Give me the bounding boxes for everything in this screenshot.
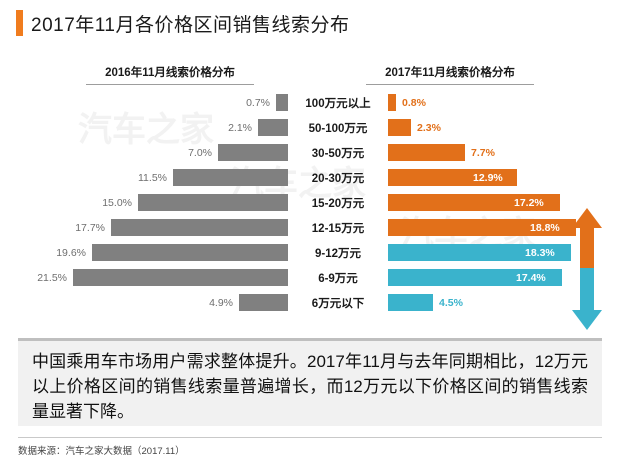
row-right: 0.8%: [384, 94, 620, 111]
left-bar: [218, 144, 288, 161]
right-bar: [388, 144, 465, 161]
right-value-label: 18.8%: [530, 221, 560, 234]
down-arrow-icon: [572, 268, 602, 330]
table-row: 17.7% 12-15万元 18.8%: [0, 215, 620, 240]
left-value-label: 15.0%: [102, 196, 132, 209]
row-left: 21.5%: [0, 269, 292, 286]
table-row: 19.6% 9-12万元 18.3%: [0, 240, 620, 265]
right-bar: [388, 219, 576, 236]
category-label: 9-12万元: [314, 247, 362, 260]
chart-area: 汽车之家 汽车之家 汽车之家 2016年11月线索价格分布 2017年11月线索…: [0, 46, 620, 336]
summary-text: 中国乘用车市场用户需求整体提升。2017年11月与去年同期相比，12万元以上价格…: [32, 352, 588, 421]
table-row: 7.0% 30-50万元 7.7%: [0, 140, 620, 165]
source-note: 数据来源：汽车之家大数据（2017.11）: [18, 437, 602, 457]
category-label: 50-100万元: [308, 122, 368, 135]
left-value-label: 11.5%: [138, 171, 167, 184]
left-value-label: 19.6%: [56, 246, 86, 259]
category-label: 20-30万元: [311, 172, 365, 185]
right-value-label: 2.3%: [417, 121, 441, 134]
right-value-label: 18.3%: [525, 246, 555, 259]
table-row: 15.0% 15-20万元 17.2%: [0, 190, 620, 215]
right-bar: [388, 94, 396, 111]
table-row: 0.7% 100万元以上 0.8%: [0, 90, 620, 115]
row-left: 19.6%: [0, 244, 292, 261]
row-left: 0.7%: [0, 94, 292, 111]
left-value-label: 7.0%: [188, 146, 212, 159]
category-label: 100万元以上: [305, 97, 371, 110]
left-bar: [92, 244, 288, 261]
right-bar: [388, 269, 562, 286]
column-header-left: 2016年11月线索价格分布: [86, 64, 254, 85]
left-bar: [73, 269, 288, 286]
row-right: 4.5%: [384, 294, 620, 311]
left-value-label: 4.9%: [209, 296, 233, 309]
row-right: 18.3%: [384, 244, 620, 261]
title-bar: 2017年11月各价格区间销售线索分布: [0, 0, 620, 46]
right-value-label: 12.9%: [473, 171, 503, 184]
summary-panel: 中国乘用车市场用户需求整体提升。2017年11月与去年同期相比，12万元以上价格…: [18, 338, 602, 426]
table-row: 21.5% 6-9万元 17.4%: [0, 265, 620, 290]
row-left: 17.7%: [0, 219, 292, 236]
row-left: 4.9%: [0, 294, 292, 311]
title-accent-bar: [16, 10, 23, 36]
up-arrow-icon: [572, 208, 602, 270]
right-bar: [388, 294, 433, 311]
left-value-label: 21.5%: [37, 271, 67, 284]
row-left: 11.5%: [0, 169, 292, 186]
row-right: 2.3%: [384, 119, 620, 136]
table-row: 11.5% 20-30万元 12.9%: [0, 165, 620, 190]
table-row: 4.9% 6万元以下 4.5%: [0, 290, 620, 315]
column-header-right: 2017年11月线索价格分布: [366, 64, 534, 85]
left-bar: [111, 219, 288, 236]
left-bar: [258, 119, 288, 136]
chart-rows: 0.7% 100万元以上 0.8% 2.1% 50-100万元 2.3%: [0, 90, 620, 315]
left-value-label: 17.7%: [75, 221, 105, 234]
left-value-label: 2.1%: [228, 121, 252, 134]
right-bar: [388, 244, 571, 261]
left-bar: [173, 169, 288, 186]
table-row: 2.1% 50-100万元 2.3%: [0, 115, 620, 140]
right-value-label: 0.8%: [402, 96, 426, 109]
row-right: 17.4%: [384, 269, 620, 286]
row-right: 12.9%: [384, 169, 620, 186]
category-label: 6万元以下: [311, 297, 365, 310]
category-label: 6-9万元: [318, 272, 358, 285]
category-label: 15-20万元: [311, 197, 365, 210]
category-label: 30-50万元: [311, 147, 365, 160]
left-bar: [138, 194, 288, 211]
row-left: 7.0%: [0, 144, 292, 161]
row-right: 18.8%: [384, 219, 620, 236]
right-value-label: 7.7%: [471, 146, 495, 159]
left-bar: [239, 294, 288, 311]
right-value-label: 17.2%: [514, 196, 544, 209]
page-title: 2017年11月各价格区间销售线索分布: [31, 14, 350, 36]
right-value-label: 4.5%: [439, 296, 463, 309]
category-label: 12-15万元: [311, 222, 365, 235]
left-value-label: 0.7%: [246, 96, 270, 109]
row-right: 17.2%: [384, 194, 620, 211]
right-value-label: 17.4%: [516, 271, 546, 284]
right-bar: [388, 119, 411, 136]
row-right: 7.7%: [384, 144, 620, 161]
right-bar: [388, 169, 517, 186]
left-bar: [276, 94, 288, 111]
row-left: 15.0%: [0, 194, 292, 211]
row-left: 2.1%: [0, 119, 292, 136]
right-bar: [388, 194, 560, 211]
